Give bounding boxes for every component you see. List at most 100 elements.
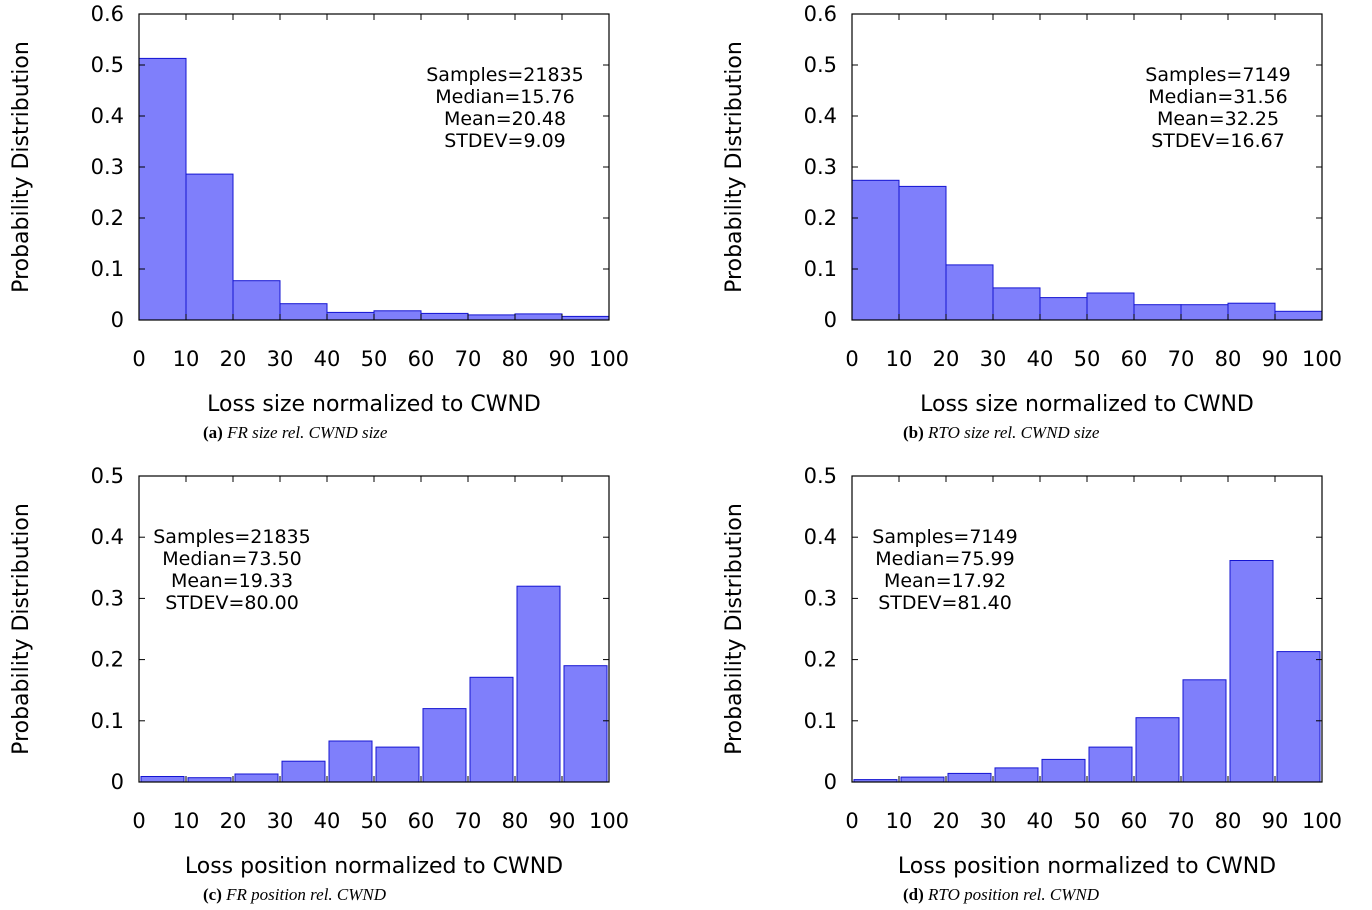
chart-c-bar [187, 777, 232, 783]
chart-a: 0 0.1 0.2 0.3 0.4 0.5 0.6 0 10 20 30 40 50 60 70 80 90 10… [9, 2, 629, 417]
chart-a-bar [138, 57, 187, 321]
chart-b-ylabel: Probability Distribution [722, 41, 747, 293]
chart-a-xtick-label: 10 [173, 347, 200, 371]
chart-b-ytick-label: 0.5 [804, 53, 837, 77]
chart-d-ytick-label: 0.5 [804, 464, 837, 488]
chart-d-xtick-label: 60 [1121, 809, 1148, 833]
chart-c-xtick-label: 40 [314, 809, 341, 833]
chart-b-xtick-label: 60 [1121, 347, 1148, 371]
chart-a-bar [232, 280, 281, 321]
chart-b-xtick-label: 100 [1302, 347, 1342, 371]
chart-b-bar [898, 185, 947, 321]
chart-b-ytick-label: 0.2 [804, 206, 837, 230]
chart-b-ytick-label: 0.3 [804, 155, 837, 179]
chart-a-xtick-label: 20 [220, 347, 247, 371]
chart-b-bar [1039, 297, 1088, 321]
chart-d-bar [900, 776, 945, 783]
caption-a-text: FR size rel. CWND size [227, 423, 388, 442]
chart-a-bar [279, 303, 328, 321]
chart-b-xtick-label: 90 [1262, 347, 1289, 371]
chart-a-xtick-label: 80 [502, 347, 529, 371]
chart-a-ytick-label: 0.1 [91, 257, 124, 281]
chart-b-xtick-label: 70 [1168, 347, 1195, 371]
chart-b-annotation: Median=31.56 [1148, 86, 1287, 108]
chart-b-xtick-label: 10 [886, 347, 913, 371]
caption-d-text: RTO position rel. CWND [928, 885, 1099, 904]
chart-d-ytick-label: 0 [824, 770, 837, 794]
chart-c-annotation: Mean=19.33 [171, 570, 293, 592]
chart-a-ytick-label: 0.5 [91, 53, 124, 77]
chart-c-annotation: Median=73.50 [162, 548, 301, 570]
chart-a-bar [326, 311, 375, 321]
chart-c-bar [281, 760, 326, 783]
chart-b-bar [1227, 302, 1276, 321]
chart-d-ytick-label: 0.3 [804, 586, 837, 610]
chart-a-xtick-label: 40 [314, 347, 341, 371]
chart-b-xtick-label: 80 [1215, 347, 1242, 371]
chart-a-ytick-label: 0.6 [91, 2, 124, 26]
chart-c-bar [469, 676, 514, 783]
chart-d-xtick-label: 50 [1074, 809, 1101, 833]
chart-d-xtick-label: 100 [1302, 809, 1342, 833]
chart-d-bar [947, 772, 992, 783]
chart-b-annotation: Samples=7149 [1145, 64, 1290, 86]
chart-d: 0 0.1 0.2 0.3 0.4 0.5 0 10 20 30 40 50 60 70 80 90 100 Lo… [722, 464, 1342, 879]
chart-c-xtick-label: 20 [220, 809, 247, 833]
chart-b-bar [992, 287, 1041, 321]
chart-a-xtick-label: 50 [361, 347, 388, 371]
chart-d-xtick-label: 10 [886, 809, 913, 833]
chart-c-xtick-label: 80 [502, 809, 529, 833]
chart-d-annotation: Median=75.99 [875, 548, 1014, 570]
chart-d-ytick-label: 0.1 [804, 709, 837, 733]
chart-d-xtick-label: 90 [1262, 809, 1289, 833]
caption-d-label: (d) [903, 885, 924, 904]
chart-b-ytick-label: 0.1 [804, 257, 837, 281]
chart-c-annotation: STDEV=80.00 [165, 592, 299, 614]
chart-c-xtick-label: 30 [267, 809, 294, 833]
chart-c-annotation: Samples=21835 [153, 526, 311, 548]
chart-c-ytick-label: 0.3 [91, 586, 124, 610]
chart-c-ytick-label: 0.5 [91, 464, 124, 488]
chart-b-xlabel: Loss size normalized to CWND [920, 392, 1254, 417]
chart-a-bar [373, 310, 422, 321]
chart-b-xtick-label: 30 [980, 347, 1007, 371]
caption-c-label: (c) [203, 885, 222, 904]
chart-b-bar [1133, 304, 1182, 321]
chart-d-xtick-label: 0 [845, 809, 858, 833]
chart-d-annotation: STDEV=81.40 [878, 592, 1012, 614]
chart-b-ytick-label: 0.6 [804, 2, 837, 26]
chart-d-bar [1276, 651, 1321, 783]
chart-a-xtick-label: 0 [132, 347, 145, 371]
chart-c-bar [234, 773, 279, 783]
chart-a-xtick-label: 100 [589, 347, 629, 371]
chart-c-xtick-label: 0 [132, 809, 145, 833]
caption-a: (a) FR size rel. CWND size [203, 423, 387, 443]
chart-c-xtick-label: 60 [408, 809, 435, 833]
chart-a-xtick-label: 90 [549, 347, 576, 371]
chart-d-annotation: Samples=7149 [872, 526, 1017, 548]
chart-c-bar [375, 746, 420, 783]
chart-d-bar [994, 767, 1039, 783]
chart-b-xtick-label: 40 [1027, 347, 1054, 371]
chart-d-annotation: Mean=17.92 [884, 570, 1006, 592]
caption-b-label: (b) [903, 423, 924, 442]
chart-b: 0 0.1 0.2 0.3 0.4 0.5 0.6 0 10 20 30 40 50 60 70 80 90 10… [722, 2, 1342, 417]
chart-b-annotation: STDEV=16.67 [1151, 130, 1285, 152]
chart-a-annotation: STDEV=9.09 [444, 130, 566, 152]
chart-a-ytick-label: 0.2 [91, 206, 124, 230]
chart-b-ytick-label: 0.4 [804, 104, 837, 128]
chart-b-bar [851, 179, 900, 321]
chart-d-ylabel: Probability Distribution [722, 503, 747, 755]
chart-c-ytick-label: 0.1 [91, 709, 124, 733]
caption-b-text: RTO size rel. CWND size [928, 423, 1100, 442]
chart-a-xtick-label: 60 [408, 347, 435, 371]
chart-a-annotation: Mean=20.48 [444, 108, 566, 130]
chart-c-bar [563, 665, 608, 783]
chart-a-bar [467, 314, 516, 321]
chart-a-ytick-label: 0.3 [91, 155, 124, 179]
chart-d-xlabel: Loss position normalized to CWND [898, 854, 1276, 879]
chart-c-ylabel: Probability Distribution [9, 503, 34, 755]
chart-c-xtick-label: 10 [173, 809, 200, 833]
chart-b-xtick-label: 0 [845, 347, 858, 371]
chart-a-bar [185, 173, 234, 321]
